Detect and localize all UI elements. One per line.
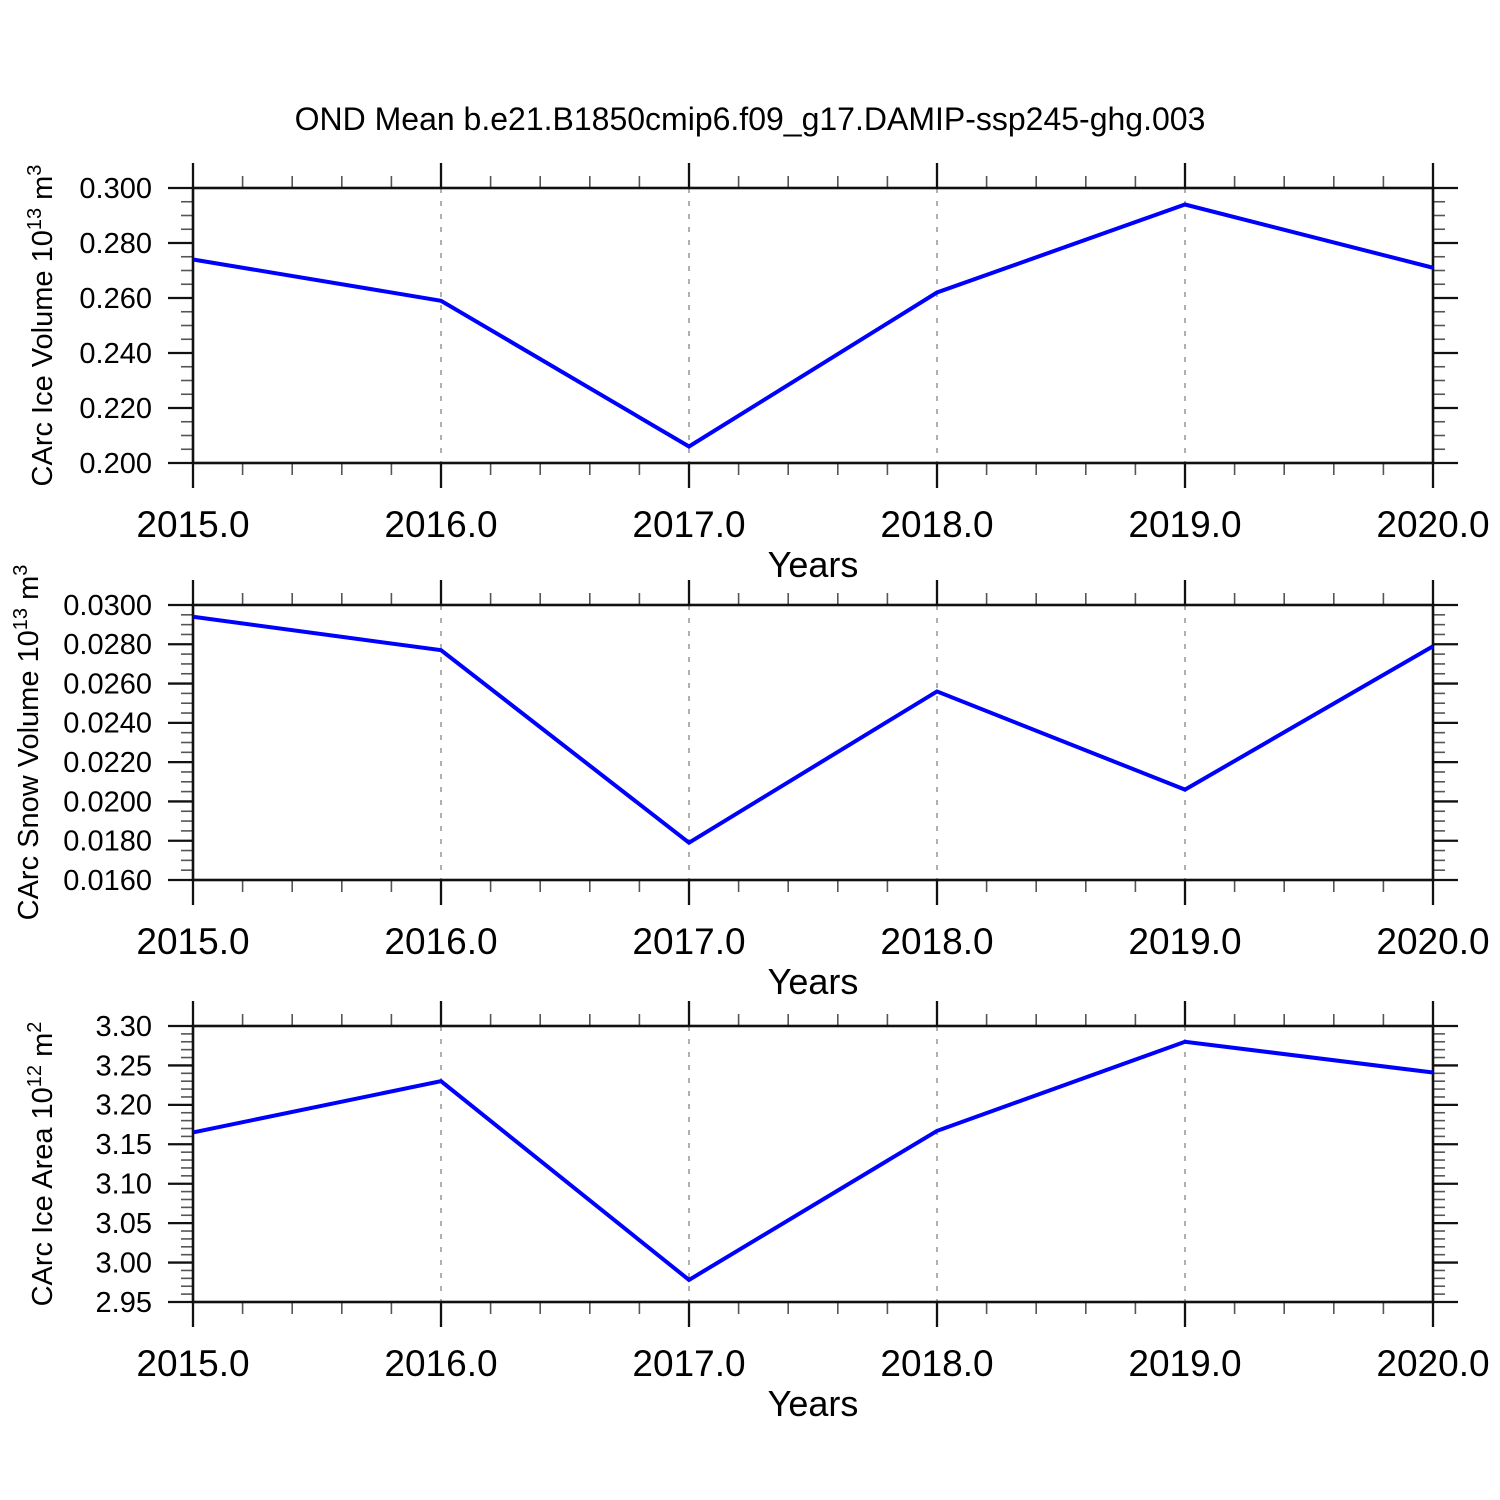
carc-ice-area-ytick-label: 3.00 bbox=[96, 1247, 152, 1279]
carc-snow-volume-ytick-label: 0.0160 bbox=[63, 865, 152, 897]
carc-ice-area-xtick-label: 2015.0 bbox=[136, 1343, 249, 1384]
carc-ice-area-xtick-label: 2020.0 bbox=[1376, 1343, 1489, 1384]
carc-snow-volume-ytick-label: 0.0260 bbox=[63, 668, 152, 700]
panel-carc-snow-volume: 0.0300 0.0280 0.0260 0.0240 0.0220 0.0200 0.01… bbox=[10, 565, 1490, 1002]
carc-ice-area-ytick-label: 3.15 bbox=[96, 1129, 152, 1161]
carc-ice-volume-ytick-label: 0.280 bbox=[79, 228, 152, 260]
carc-snow-volume-ytick-label: 0.0220 bbox=[63, 747, 152, 779]
carc-ice-volume-xtick-label: 2018.0 bbox=[880, 504, 993, 545]
carc-ice-volume-xtick-labels: 2015.0 2016.0 2017.0 2018.0 2019.0 2020.0 bbox=[136, 504, 1489, 545]
carc-ice-volume-ytick-label: 0.300 bbox=[79, 173, 152, 205]
carc-ice-area-ytick-label: 3.10 bbox=[96, 1169, 152, 1201]
carc-snow-volume-ytick-label: 0.0240 bbox=[63, 708, 152, 740]
carc-ice-area-xtick-label: 2018.0 bbox=[880, 1343, 993, 1384]
carc-ice-area-plot-box bbox=[191, 1024, 1435, 1304]
carc-snow-volume-xtick-label: 2020.0 bbox=[1376, 921, 1489, 962]
carc-ice-area-yaxis-title: CArc Ice Area 1012 m2 bbox=[24, 1022, 59, 1307]
carc-ice-volume-xtick-label: 2015.0 bbox=[136, 504, 249, 545]
carc-ice-area-ytick-labels: 3.30 3.25 3.20 3.15 3.10 3.05 3.00 2.95 bbox=[96, 1011, 152, 1319]
carc-ice-volume-xtick-label: 2020.0 bbox=[1376, 504, 1489, 545]
carc-ice-volume-ticks bbox=[168, 163, 1458, 488]
carc-snow-volume-xtick-labels: 2015.0 2016.0 2017.0 2018.0 2019.0 2020.0 bbox=[136, 921, 1489, 962]
carc-snow-volume-xtick-label: 2017.0 bbox=[632, 921, 745, 962]
carc-ice-area-gridlines bbox=[440, 1026, 1186, 1302]
carc-ice-area-line bbox=[192, 1039, 1434, 1283]
carc-snow-volume-xtick-label: 2018.0 bbox=[880, 921, 993, 962]
carc-snow-volume-ytick-label: 0.0300 bbox=[63, 590, 152, 622]
carc-snow-volume-xaxis-title: Years bbox=[768, 961, 859, 1002]
carc-ice-area-ytick-label: 3.25 bbox=[96, 1050, 152, 1082]
carc-snow-volume-gridlines bbox=[440, 605, 1186, 880]
carc-ice-area-ytick-label: 2.95 bbox=[96, 1287, 152, 1319]
chart-title: OND Mean b.e21.B1850cmip6.f09_g17.DAMIP-… bbox=[294, 101, 1206, 137]
carc-ice-volume-xtick-label: 2019.0 bbox=[1128, 504, 1241, 545]
carc-ice-volume-xtick-label: 2017.0 bbox=[632, 504, 745, 545]
carc-ice-area-xaxis-title: Years bbox=[768, 1383, 859, 1424]
carc-snow-volume-plot-box bbox=[191, 603, 1435, 882]
carc-snow-volume-ytick-labels: 0.0300 0.0280 0.0260 0.0240 0.0220 0.0200 0.01… bbox=[63, 590, 152, 897]
carc-ice-area-xtick-labels: 2015.0 2016.0 2017.0 2018.0 2019.0 2020.0 bbox=[136, 1343, 1489, 1384]
carc-ice-area-ytick-label: 3.30 bbox=[96, 1011, 152, 1043]
carc-snow-volume-xtick-label: 2019.0 bbox=[1128, 921, 1241, 962]
carc-ice-volume-ytick-label: 0.220 bbox=[79, 393, 152, 425]
carc-snow-volume-xtick-label: 2016.0 bbox=[384, 921, 497, 962]
carc-ice-volume-line bbox=[192, 202, 1434, 449]
carc-snow-volume-ytick-label: 0.0280 bbox=[63, 629, 152, 661]
carc-snow-volume-ytick-label: 0.0180 bbox=[63, 826, 152, 858]
carc-snow-volume-xtick-label: 2015.0 bbox=[136, 921, 249, 962]
carc-ice-volume-ytick-label: 0.240 bbox=[79, 338, 152, 370]
carc-ice-volume-ytick-label: 0.200 bbox=[79, 448, 152, 480]
carc-ice-area-ytick-label: 3.05 bbox=[96, 1208, 152, 1240]
carc-ice-area-ytick-label: 3.20 bbox=[96, 1090, 152, 1122]
carc-ice-area-xtick-label: 2016.0 bbox=[384, 1343, 497, 1384]
carc-ice-volume-ytick-label: 0.260 bbox=[79, 283, 152, 315]
carc-ice-volume-gridlines bbox=[440, 188, 1186, 463]
carc-snow-volume-yaxis-title: CArc Snow Volume 1013 m3 bbox=[10, 565, 45, 921]
panel-carc-ice-volume: 0.300 0.280 0.260 0.240 0.220 0.200 2015.0 2016… bbox=[24, 163, 1490, 585]
carc-ice-area-ticks bbox=[168, 1001, 1458, 1327]
carc-ice-volume-xtick-label: 2016.0 bbox=[384, 504, 497, 545]
carc-ice-volume-ytick-labels: 0.300 0.280 0.260 0.240 0.220 0.200 bbox=[79, 173, 152, 480]
carc-ice-area-xtick-label: 2017.0 bbox=[632, 1343, 745, 1384]
carc-ice-volume-plot-box bbox=[191, 186, 1435, 465]
carc-snow-volume-line bbox=[192, 614, 1435, 846]
carc-ice-volume-yaxis-title: CArc Ice Volume 1013 m3 bbox=[24, 165, 59, 487]
carc-snow-volume-ytick-label: 0.0200 bbox=[63, 786, 152, 818]
carc-snow-volume-ticks bbox=[168, 580, 1458, 905]
carc-ice-area-xtick-label: 2019.0 bbox=[1128, 1343, 1241, 1384]
carc-ice-volume-xaxis-title: Years bbox=[768, 544, 859, 585]
